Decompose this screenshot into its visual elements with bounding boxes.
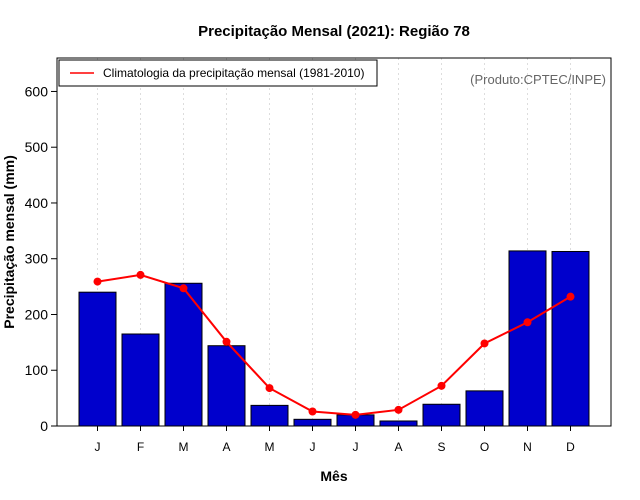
x-axis-title: Mês [320, 468, 347, 484]
bar-9 [465, 390, 504, 427]
climatology-point-8 [437, 381, 446, 390]
plot-frame [56, 57, 612, 427]
source-annotation: (Produto:CPTEC/INPE) [470, 72, 606, 87]
bar-series [78, 250, 590, 427]
x-tick-label: J [353, 440, 359, 454]
y-axis: 0 100 200 300 400 500 600 [25, 83, 57, 434]
x-tick-label: J [95, 440, 101, 454]
y-tick-label: 300 [25, 251, 49, 267]
legend-box [58, 59, 378, 87]
climatology-point-2 [179, 284, 188, 293]
x-tick-label: M [265, 440, 275, 454]
y-tick-label: 400 [25, 195, 49, 211]
legend: Climatologia da precipitação mensal (198… [58, 59, 378, 87]
y-tick-label: 0 [40, 418, 48, 434]
bar-0 [78, 291, 117, 427]
bar-2 [164, 282, 203, 427]
climatology-point-5 [308, 407, 317, 416]
y-axis-title: Precipitação mensal (mm) [1, 155, 17, 329]
x-tick-label: S [437, 440, 445, 454]
climatology-point-7 [394, 405, 403, 414]
bar-4 [250, 404, 289, 427]
climatology-line [97, 273, 572, 416]
y-tick-label: 500 [25, 139, 49, 155]
y-tick-label: 600 [25, 83, 49, 99]
climatology-point-4 [265, 384, 274, 393]
x-tick-label: N [523, 440, 532, 454]
y-tick-label: 100 [25, 362, 49, 378]
climatology-point-9 [480, 339, 489, 348]
climatology-point-0 [93, 277, 102, 286]
bar-11 [551, 250, 590, 427]
climatology-point-1 [136, 270, 145, 279]
climatology-point-10 [523, 318, 532, 327]
climatology-point-11 [566, 292, 575, 301]
bar-3 [207, 345, 246, 427]
climatology-series [93, 270, 575, 419]
x-tick-label: O [480, 440, 489, 454]
x-tick-label: M [179, 440, 189, 454]
x-tick-label: A [394, 440, 402, 454]
bar-8 [422, 403, 461, 427]
x-tick-label: D [566, 440, 575, 454]
climatology-point-3 [222, 337, 231, 346]
bar-1 [121, 333, 160, 427]
bar-7 [379, 420, 418, 427]
y-tick-label: 200 [25, 306, 49, 322]
legend-label: Climatologia da precipitação mensal (198… [103, 66, 364, 80]
climatology-point-6 [351, 410, 360, 419]
bar-10 [508, 250, 547, 427]
bar-5 [293, 418, 332, 427]
x-tick-label: J [310, 440, 316, 454]
x-tick-label: F [137, 440, 144, 454]
x-tick-label: A [222, 440, 230, 454]
chart-title: Precipitação Mensal (2021): Região 78 [198, 23, 470, 40]
